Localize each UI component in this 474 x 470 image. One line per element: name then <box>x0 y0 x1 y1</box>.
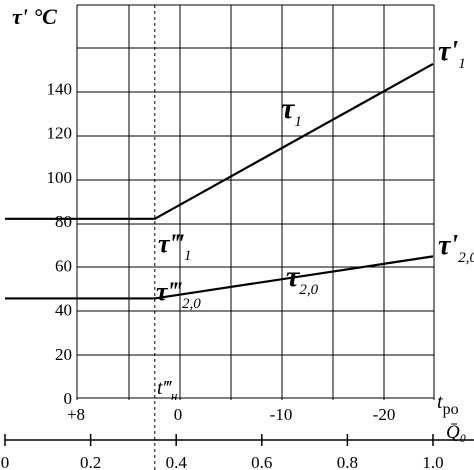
series-start-label-tau20: τ‴2,0 <box>156 277 201 312</box>
x-axis-label: tpo <box>437 391 459 418</box>
series-end-label-tau1: τ'1 <box>438 36 466 72</box>
q-tick-label: 0.4 <box>166 453 188 470</box>
series-name-tau20: τ2,0 <box>286 260 319 298</box>
chart-grid <box>4 4 474 470</box>
q-tick-label: 0.8 <box>337 453 358 470</box>
series-end-label-tau20: τ'2,0 <box>438 230 474 266</box>
series-line-0 <box>5 62 434 220</box>
q-axis-label: Q̄₀ <box>446 422 466 443</box>
break-point-label: t‴н <box>157 377 177 403</box>
y-tick-label: 120 <box>47 124 73 143</box>
q-tick-label: 0.2 <box>80 453 101 470</box>
y-tick-label: 100 <box>47 168 73 187</box>
q-tick-label: 0.6 <box>251 453 272 470</box>
y-tick-label: 60 <box>55 256 72 275</box>
y-tick-label: 0 <box>64 389 73 408</box>
chart-series <box>5 62 434 300</box>
q-tick-label: 0 <box>1 453 10 470</box>
q-tick-label: 1.0 <box>422 453 443 470</box>
y-tick-label: 40 <box>55 301 72 320</box>
x-tick-label: 0 <box>174 405 183 424</box>
y-axis-label: τ' °C <box>12 4 57 29</box>
x-tick-label: -10 <box>270 405 293 424</box>
y-tick-label: 20 <box>55 345 72 364</box>
series-line-1 <box>5 255 434 300</box>
x-tick-label: +8 <box>67 405 85 424</box>
series-name-tau1: τ1 <box>281 92 302 130</box>
y-tick-label: 80 <box>55 212 72 231</box>
series-start-label-tau1: τ‴1 <box>158 229 191 264</box>
y-tick-label: 140 <box>47 79 73 98</box>
x-tick-label: -20 <box>373 405 396 424</box>
